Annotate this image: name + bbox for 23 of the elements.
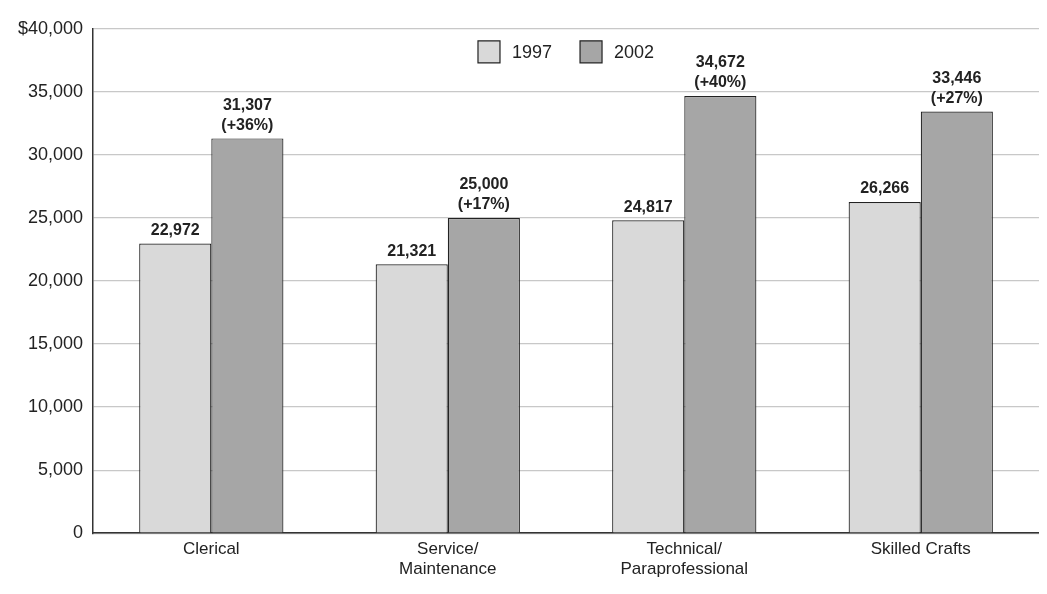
data-label: 24,817 [623,197,673,215]
legend-label: 1997 [511,41,553,62]
y-tick-label: 15,000 [28,333,84,354]
data-label: 31,307 (+36%) [221,95,274,133]
x-tick-label: Clerical [182,539,240,559]
y-tick-label: 35,000 [28,80,84,101]
y-tick-label: 10,000 [28,396,84,417]
y-tick-label: 20,000 [28,269,84,290]
data-label: 25,000 (+17%) [457,175,510,213]
x-tick-label: Technical/ Paraprofessional [620,539,749,579]
y-tick-label: $40,000 [17,17,84,38]
y-tick-label: 5,000 [38,459,84,480]
y-tick-label: 0 [73,522,84,543]
data-label: 26,266 [860,179,910,197]
x-tick-label: Service/ Maintenance [399,539,497,579]
x-tick-label: Skilled Crafts [870,539,971,559]
y-tick-label: 25,000 [28,206,84,227]
data-label: 33,446 (+27%) [930,68,983,106]
y-tick-label: 30,000 [28,143,84,164]
legend-label: 2002 [614,41,655,62]
data-label: 34,672 (+40%) [694,53,747,91]
data-label: 21,321 [387,241,437,259]
data-label: 22,972 [150,220,200,238]
